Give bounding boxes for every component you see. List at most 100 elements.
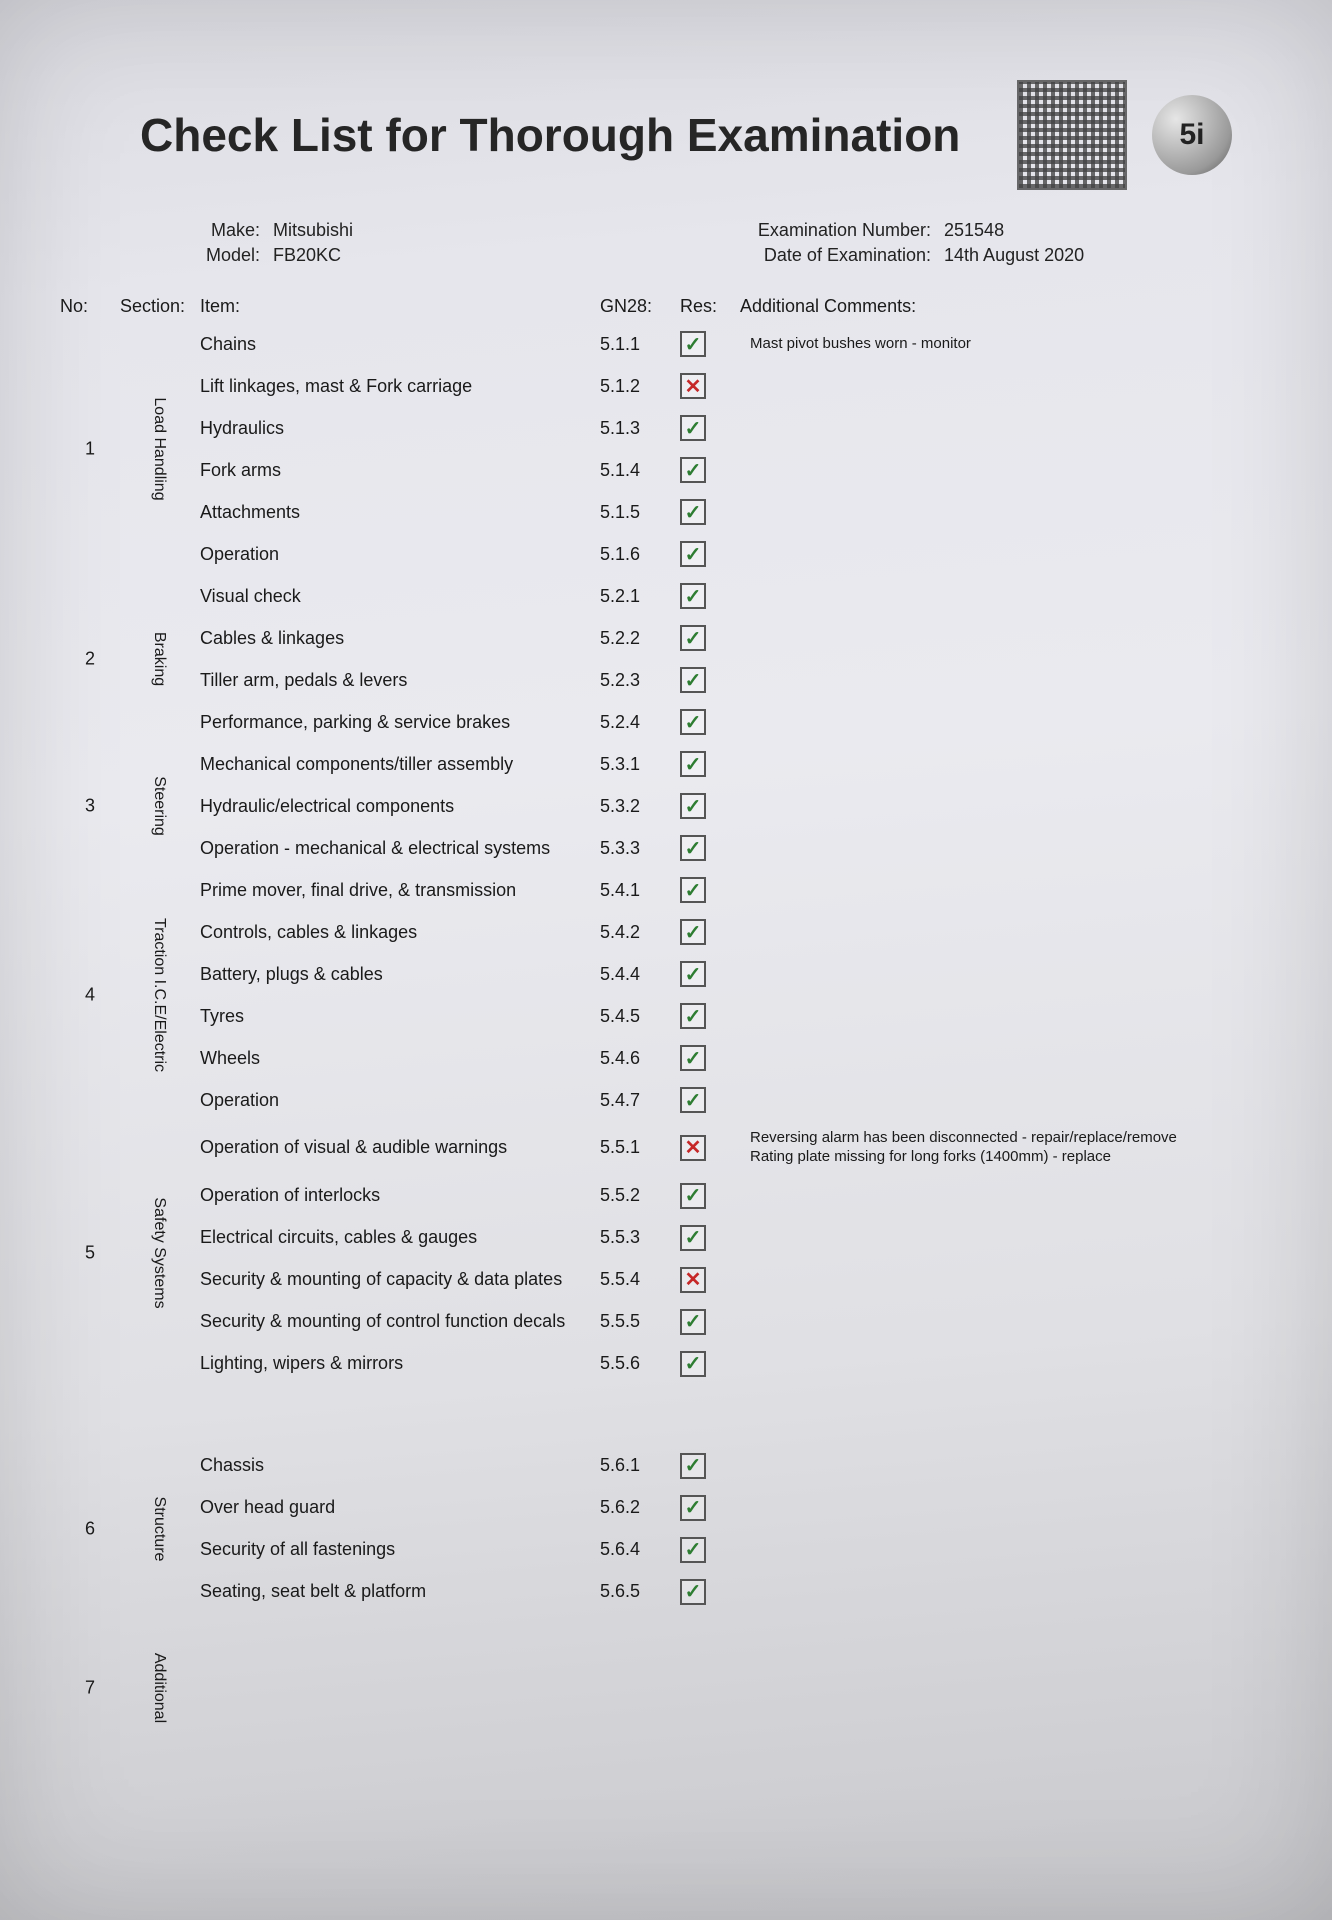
hdr-res: Res: [680,296,740,317]
item-cell: Security & mounting of capacity & data p… [200,1269,600,1290]
item-cell: Operation - mechanical & electrical syst… [200,838,600,859]
result-cell: ✓ [680,877,740,903]
result-cell: ✓ [680,1003,740,1029]
gn-cell: 5.1.3 [600,418,680,439]
table-row: Electrical circuits, cables & gauges5.5.… [200,1217,1272,1259]
table-row: Mechanical components/tiller assembly5.3… [200,743,1272,785]
check-icon: ✓ [680,961,706,987]
result-cell: ✓ [680,415,740,441]
result-cell: ✓ [680,1453,740,1479]
gn-cell: 5.2.4 [600,712,680,733]
page-title: Check List for Thorough Examination [140,108,1017,162]
section-name: Braking [150,632,168,686]
gn-cell: 5.6.4 [600,1539,680,1560]
item-cell: Tyres [200,1006,600,1027]
exam-date-value: 14th August 2020 [944,245,1084,265]
hdr-comments: Additional Comments: [740,296,1272,317]
gn-cell: 5.6.2 [600,1497,680,1518]
item-cell: Prime mover, final drive, & transmission [200,880,600,901]
check-icon: ✓ [680,457,706,483]
item-cell: Fork arms [200,460,600,481]
result-cell: ✓ [680,583,740,609]
section-rows: Visual check5.2.1✓Cables & linkages5.2.2… [200,575,1272,743]
result-cell: ✓ [680,499,740,525]
model-label: Model: [190,245,260,266]
result-cell: ✓ [680,457,740,483]
result-cell: ✓ [680,625,740,651]
table-row: Visual check5.2.1✓ [200,575,1272,617]
gn-cell: 5.5.3 [600,1227,680,1248]
table-row: Controls, cables & linkages5.4.2✓ [200,911,1272,953]
section-name: Load Handling [150,397,168,500]
gn-cell: 5.2.3 [600,670,680,691]
table-row: Prime mover, final drive, & transmission… [200,869,1272,911]
section-block: 3SteeringMechanical components/tiller as… [60,743,1272,869]
result-cell: ✕ [680,1135,740,1161]
result-cell: ✕ [680,1267,740,1293]
check-icon: ✓ [680,1225,706,1251]
result-cell: ✓ [680,919,740,945]
comments-cell: Mast pivot bushes worn - monitor [740,335,1272,354]
section-rows [200,1653,1272,1723]
result-cell: ✓ [680,1537,740,1563]
result-cell: ✓ [680,709,740,735]
gn-cell: 5.4.1 [600,880,680,901]
check-icon: ✓ [680,1309,706,1335]
check-icon: ✓ [680,1537,706,1563]
result-cell: ✓ [680,961,740,987]
item-cell: Security & mounting of control function … [200,1311,600,1332]
hdr-no: No: [60,296,120,317]
table-row: Cables & linkages5.2.2✓ [200,617,1272,659]
section-block: 7Additional [60,1653,1272,1723]
section-block: 1Load HandlingChains5.1.1✓Mast pivot bus… [60,323,1272,575]
gn-cell: 5.6.1 [600,1455,680,1476]
make-label: Make: [190,220,260,241]
check-icon: ✓ [680,1003,706,1029]
gn-cell: 5.1.4 [600,460,680,481]
item-cell: Seating, seat belt & platform [200,1581,600,1602]
table-row: Security of all fastenings5.6.4✓ [200,1529,1272,1571]
section-block: 6StructureChassis5.6.1✓Over head guard5.… [60,1445,1272,1613]
gn-cell: 5.5.4 [600,1269,680,1290]
section-rows: Chassis5.6.1✓Over head guard5.6.2✓Securi… [200,1445,1272,1613]
section-number: 5 [60,1242,120,1263]
gn-cell: 5.4.7 [600,1090,680,1111]
meta-right: Examination Number: 251548 Date of Exami… [731,220,1272,270]
result-cell: ✓ [680,667,740,693]
check-icon: ✓ [680,625,706,651]
check-icon: ✓ [680,1087,706,1113]
check-icon: ✓ [680,1579,706,1605]
qr-code-icon [1017,80,1127,190]
section-block: 2BrakingVisual check5.2.1✓Cables & linka… [60,575,1272,743]
exam-date-label: Date of Examination: [731,245,931,266]
check-icon: ✓ [680,1351,706,1377]
result-cell: ✕ [680,373,740,399]
check-icon: ✓ [680,793,706,819]
table-row: Lift linkages, mast & Fork carriage5.1.2… [200,365,1272,407]
check-icon: ✓ [680,1183,706,1209]
table-row: Over head guard5.6.2✓ [200,1487,1272,1529]
check-icon: ✓ [680,877,706,903]
table-row: Operation - mechanical & electrical syst… [200,827,1272,869]
item-cell: Operation [200,544,600,565]
item-cell: Attachments [200,502,600,523]
table-row: Operation of interlocks5.5.2✓ [200,1175,1272,1217]
section-number: 6 [60,1518,120,1539]
gn-cell: 5.5.2 [600,1185,680,1206]
result-cell: ✓ [680,1579,740,1605]
gn-cell: 5.2.1 [600,586,680,607]
table-row: Tiller arm, pedals & levers5.2.3✓ [200,659,1272,701]
result-cell: ✓ [680,1495,740,1521]
item-cell: Chassis [200,1455,600,1476]
table-row: Chassis5.6.1✓ [200,1445,1272,1487]
comments-cell: Reversing alarm has been disconnected - … [740,1129,1272,1167]
gn-cell: 5.5.6 [600,1353,680,1374]
table-row: Performance, parking & service brakes5.2… [200,701,1272,743]
table-row: Operation5.1.6✓ [200,533,1272,575]
table-row: Tyres5.4.5✓ [200,995,1272,1037]
section-name: Steering [150,776,168,836]
model-value: FB20KC [273,245,341,265]
result-cell: ✓ [680,1045,740,1071]
result-cell: ✓ [680,541,740,567]
section-number: 1 [60,439,120,460]
